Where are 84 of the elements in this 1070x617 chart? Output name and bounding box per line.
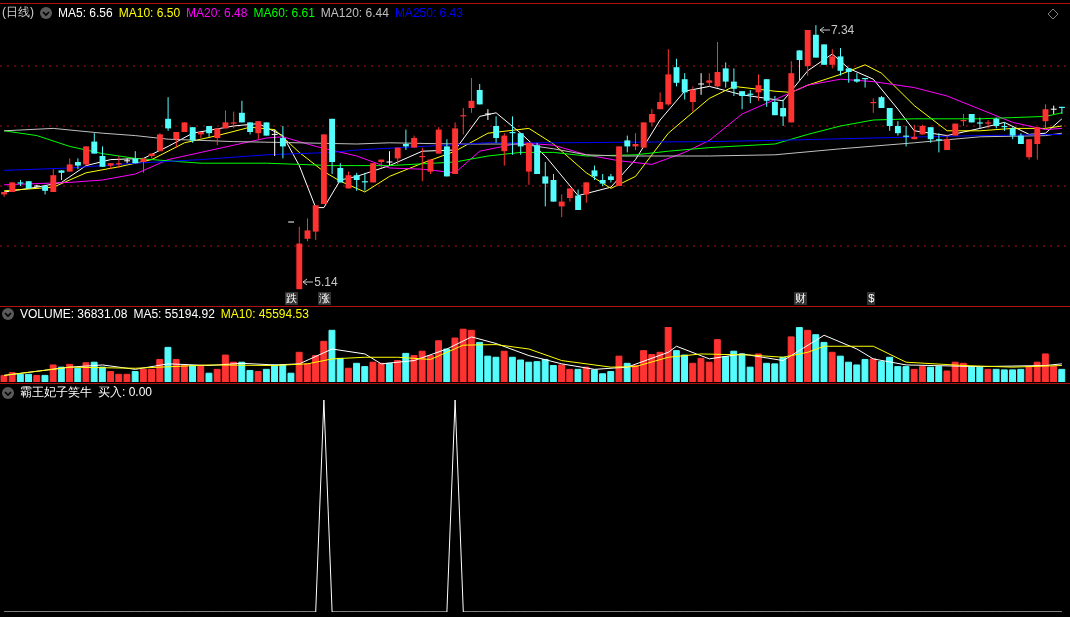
bar bbox=[402, 352, 410, 382]
bar bbox=[804, 329, 811, 382]
candlestick bbox=[780, 99, 787, 127]
candlestick bbox=[1034, 126, 1041, 161]
chart-title: VOLUME: 36831.08 bbox=[20, 307, 128, 321]
candlestick bbox=[976, 117, 983, 129]
bar bbox=[795, 327, 803, 382]
bar bbox=[1058, 368, 1066, 382]
text: MA10: 45594.53 bbox=[220, 307, 309, 321]
annotation: 跌 bbox=[285, 292, 299, 305]
bar bbox=[254, 371, 262, 382]
bar bbox=[33, 374, 41, 382]
bar bbox=[131, 371, 139, 382]
candlestick bbox=[648, 108, 655, 127]
candlestick bbox=[829, 48, 836, 69]
candlestick bbox=[271, 129, 279, 157]
candlestick bbox=[689, 85, 696, 113]
bar bbox=[66, 363, 73, 382]
candlestick bbox=[739, 90, 746, 110]
candlestick bbox=[583, 181, 590, 204]
bar bbox=[344, 367, 352, 382]
candlestick bbox=[1026, 138, 1033, 161]
candlestick bbox=[886, 107, 893, 132]
candlestick bbox=[123, 157, 131, 164]
text: MA250: 6.43 bbox=[394, 5, 463, 20]
candlestick bbox=[697, 72, 705, 96]
candlestick bbox=[542, 161, 549, 207]
candlestick bbox=[657, 91, 664, 110]
bar bbox=[443, 348, 451, 382]
candlestick bbox=[435, 126, 442, 155]
candlestick bbox=[386, 150, 393, 167]
chart-title: 霸王妃子笑牛 bbox=[20, 384, 92, 401]
candlestick bbox=[493, 115, 500, 144]
candlestick bbox=[165, 96, 172, 132]
bar bbox=[984, 368, 992, 382]
candlestick bbox=[83, 145, 90, 167]
annotation: 涨 bbox=[317, 292, 331, 305]
candlestick bbox=[501, 132, 508, 167]
candlestick bbox=[74, 157, 81, 170]
bar bbox=[574, 368, 582, 382]
candlestick bbox=[484, 108, 492, 121]
text: MA10: 6.50 bbox=[118, 5, 181, 20]
candlestick bbox=[763, 78, 770, 108]
bar bbox=[41, 374, 49, 382]
bar bbox=[582, 366, 590, 382]
candlestick bbox=[607, 173, 614, 183]
text: MA5: 55194.92 bbox=[133, 307, 215, 321]
text: 买入: 0.00 bbox=[98, 384, 153, 401]
candlestick bbox=[821, 43, 828, 66]
text: MA60: 6.61 bbox=[253, 5, 315, 20]
text: MA120: 6.44 bbox=[320, 5, 389, 20]
bar bbox=[623, 362, 631, 382]
candlestick bbox=[812, 24, 819, 59]
bar bbox=[754, 353, 762, 382]
candlestick bbox=[304, 217, 311, 242]
annotation: 5.14 bbox=[314, 275, 338, 290]
candlestick bbox=[681, 72, 688, 101]
candlestick bbox=[91, 132, 98, 155]
bar bbox=[57, 366, 65, 382]
bar bbox=[828, 351, 836, 382]
bar bbox=[205, 372, 213, 382]
bar bbox=[49, 364, 57, 382]
candlestick bbox=[853, 72, 860, 84]
candlestick bbox=[985, 119, 992, 129]
annotation: 财 bbox=[793, 292, 807, 305]
annotation: $ bbox=[867, 292, 876, 305]
candlestick bbox=[730, 67, 737, 97]
bar bbox=[615, 355, 623, 382]
text: MA5: 6.56 bbox=[58, 5, 113, 20]
candlestick bbox=[722, 61, 729, 89]
bar bbox=[189, 365, 196, 382]
bar bbox=[74, 367, 82, 382]
bar bbox=[869, 358, 877, 382]
candlestick bbox=[279, 125, 286, 159]
candlestick bbox=[894, 120, 901, 137]
bar bbox=[164, 346, 172, 382]
bar bbox=[385, 362, 393, 382]
candlestick bbox=[517, 132, 524, 156]
bar bbox=[500, 350, 508, 382]
chart-title: (日线) bbox=[2, 4, 34, 21]
annotation: 7.34 bbox=[830, 23, 855, 38]
bar bbox=[787, 336, 795, 382]
text: MA20: 6.48 bbox=[186, 5, 248, 20]
bar bbox=[197, 365, 205, 382]
